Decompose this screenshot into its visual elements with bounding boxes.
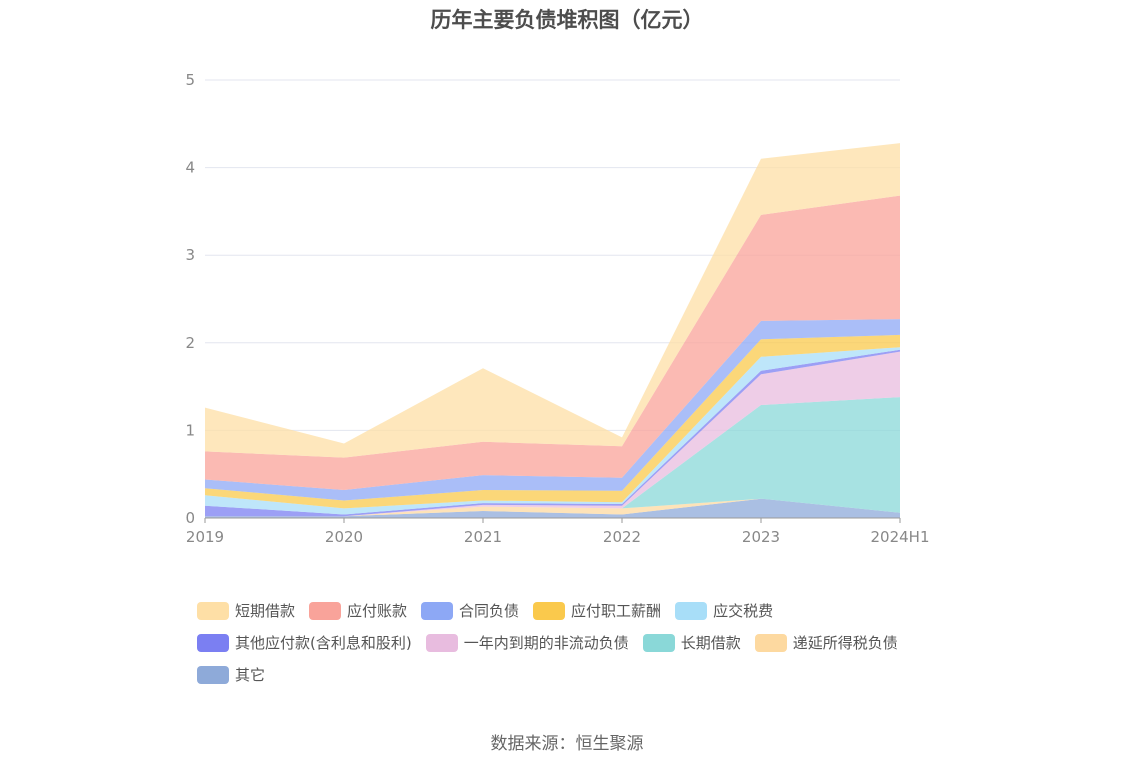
area-series-8[interactable]: 应付账款: [205, 195, 900, 490]
x-tick-label: 2019: [186, 528, 224, 546]
legend-item[interactable]: 一年内到期的非流动负债: [425, 632, 629, 653]
legend-swatch: [425, 633, 458, 652]
legend-item[interactable]: 短期借款: [197, 600, 295, 621]
area-series-0[interactable]: 其它: [205, 498, 900, 518]
legend-swatch: [675, 601, 708, 620]
x-tick-label: 2021: [464, 528, 502, 546]
chart-title: 历年主要负债堆积图（亿元）: [430, 8, 704, 32]
source-note: 数据来源：恒生聚源: [490, 734, 644, 754]
legend-label: 合同负债: [459, 602, 520, 620]
legend-item[interactable]: 递延所得税负债: [754, 632, 898, 653]
legend-swatch: [642, 633, 675, 652]
x-tick-label: 2022: [603, 528, 641, 546]
legend-item[interactable]: 其它: [197, 664, 265, 685]
legend-swatch: [197, 601, 229, 620]
y-tick-label: 4: [185, 159, 195, 177]
legend-row-3: 其它: [197, 664, 279, 685]
legend-label: 应交税费: [713, 602, 774, 620]
x-tick-label: 2024H1: [871, 528, 930, 546]
x-tick-label: 2020: [325, 528, 363, 546]
x-tick-label: 2023: [742, 528, 780, 546]
legend-swatch: [309, 601, 342, 620]
legend-label: 长期借款: [680, 634, 741, 652]
y-tick-label: 3: [185, 246, 195, 264]
legend-item[interactable]: 应交税费: [675, 600, 773, 621]
legend-swatch: [421, 601, 454, 620]
legend-row-1: 短期借款 应付账款 合同负债 应付职工薪酬 应交税费: [197, 600, 787, 621]
area-series-layer: 其它递延所得税负债长期借款一年内到期的非流动负债其他应付款(含利息和股利)应交税…: [205, 143, 900, 518]
legend-item[interactable]: 合同负债: [421, 600, 519, 621]
y-tick-label: 2: [185, 334, 195, 352]
area-series-9[interactable]: 短期借款: [205, 143, 900, 458]
area-series-6[interactable]: 应付职工薪酬: [205, 334, 900, 509]
legend-swatch: [197, 665, 229, 684]
legend-row-2: 其他应付款(含利息和股利) 一年内到期的非流动负债 长期借款 递延所得税负债: [197, 632, 912, 653]
area-series-1[interactable]: 递延所得税负债: [205, 498, 900, 517]
legend-label: 短期借款: [235, 602, 296, 620]
area-series-7[interactable]: 合同负债: [205, 319, 900, 501]
area-series-3[interactable]: 一年内到期的非流动负债: [205, 351, 900, 517]
legend-label: 其它: [235, 666, 266, 684]
legend-label: 应付职工薪酬: [571, 602, 662, 620]
legend-label: 应付账款: [347, 602, 408, 620]
y-tick-label: 0: [185, 509, 195, 527]
legend-item[interactable]: 应付职工薪酬: [533, 600, 661, 621]
y-tick-label: 5: [185, 71, 195, 89]
legend-swatch: [533, 601, 566, 620]
legend-label: 递延所得税负债: [792, 634, 898, 652]
area-series-2[interactable]: 长期借款: [205, 397, 900, 517]
legend-swatch: [197, 633, 229, 652]
legend-label: 其他应付款(含利息和股利): [235, 634, 412, 652]
legend-item[interactable]: 长期借款: [642, 632, 741, 653]
legend-swatch: [754, 633, 787, 652]
legend-item[interactable]: 其他应付款(含利息和股利): [197, 632, 412, 653]
legend-label: 一年内到期的非流动负债: [463, 634, 629, 652]
legend-item[interactable]: 应付账款: [309, 600, 407, 621]
axes: 0 1 2 3 4 5 2019 2020 2021 2022 2023 2024H1: [185, 71, 929, 546]
y-tick-label: 1: [185, 421, 195, 439]
